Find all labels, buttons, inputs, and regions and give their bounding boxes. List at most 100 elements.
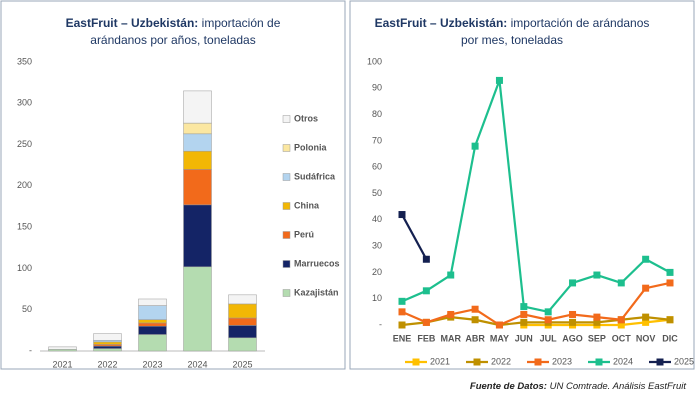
marker [422, 255, 430, 263]
bar-segment [228, 337, 257, 352]
y-tick-label: 40 [372, 214, 382, 224]
marker [642, 255, 650, 263]
y-tick-label: 200 [17, 180, 32, 190]
chart-title: EastFruit – Uzbekistán: importación de a… [375, 16, 650, 30]
y-tick-label: 250 [17, 139, 32, 149]
legend-label: Sudáfrica [294, 171, 336, 181]
legend-label: China [294, 200, 320, 210]
marker [495, 76, 503, 84]
y-tick-label: 80 [372, 109, 382, 119]
x-tick-label: AGO [562, 333, 583, 343]
legend-swatch [282, 289, 291, 297]
marker [447, 310, 455, 318]
legend-label: Polonia [294, 142, 327, 152]
panel [0, 0, 346, 370]
marker [642, 313, 650, 321]
bar-segment [93, 341, 122, 345]
x-tick-label: SEP [588, 333, 606, 343]
y-tick-label: 100 [367, 56, 382, 66]
y-tick-label: 10 [372, 293, 382, 303]
marker [666, 279, 674, 287]
legend-marker [595, 358, 603, 366]
marker [471, 142, 479, 150]
x-tick-label: 2021 [52, 359, 72, 369]
bar-segment [138, 298, 167, 306]
y-tick-label: 100 [17, 263, 32, 273]
line [401, 281, 671, 327]
y-tick-label: 300 [17, 98, 32, 108]
y-tick-label: 50 [372, 188, 382, 198]
marker [422, 318, 430, 326]
legend-swatch [282, 173, 291, 181]
marker [617, 279, 625, 287]
marker [520, 310, 528, 318]
x-tick-label: DIC [662, 333, 678, 343]
bar-segment [183, 90, 212, 124]
marker [520, 318, 528, 326]
chart-title: por mes, toneladas [461, 33, 563, 47]
marker [544, 316, 552, 324]
marker [471, 305, 479, 313]
x-tick-label: ENE [393, 333, 412, 343]
marker [593, 271, 601, 279]
line [401, 214, 428, 260]
x-tick-label: MAY [490, 333, 509, 343]
legend-label: Marruecos [294, 258, 340, 268]
legend-marker [656, 358, 664, 366]
x-tick-label: 2023 [142, 359, 162, 369]
bar-segment [228, 317, 257, 326]
bar-segment [138, 334, 167, 352]
marker [422, 287, 430, 295]
bar-segment [183, 204, 212, 268]
marker [642, 284, 650, 292]
marker [666, 268, 674, 276]
legend-swatch [282, 231, 291, 239]
legend-label: Otros [294, 113, 318, 123]
marker [398, 321, 406, 329]
marker [471, 316, 479, 324]
x-tick-label: OCT [612, 333, 632, 343]
y-tick-label: 60 [372, 162, 382, 172]
x-tick-label: JUN [515, 333, 533, 343]
bar-segment [138, 319, 167, 324]
marker [593, 318, 601, 326]
marker [666, 316, 674, 324]
footer: Fuente de Datos: UN Comtrade. Análisis E… [470, 381, 686, 392]
marker [398, 308, 406, 316]
marker [447, 271, 455, 279]
marker [569, 318, 577, 326]
y-tick-label: - [29, 345, 32, 355]
legend-label: 2025 [674, 356, 694, 366]
marker [495, 321, 503, 329]
x-tick-label: 2025 [232, 359, 252, 369]
marker [617, 321, 625, 329]
y-tick-label: 50 [22, 304, 32, 314]
x-tick-label: FEB [417, 333, 436, 343]
y-tick-label: 90 [372, 83, 382, 93]
marker [569, 310, 577, 318]
legend-marker [473, 358, 481, 366]
bar-segment [138, 322, 167, 327]
marker [569, 279, 577, 287]
y-tick-label: 150 [17, 222, 32, 232]
x-tick-label: 2022 [97, 359, 117, 369]
y-tick-label: 30 [372, 240, 382, 250]
bar-segment [138, 325, 167, 335]
bar-segment [93, 333, 122, 341]
bar-segment [228, 325, 257, 339]
legend-marker [412, 358, 420, 366]
legend-label: 2024 [613, 356, 633, 366]
legend-label: 2023 [552, 356, 572, 366]
y-tick-label: - [379, 319, 382, 329]
marker [617, 316, 625, 324]
y-tick-label: 70 [372, 135, 382, 145]
legend-swatch [282, 202, 291, 210]
x-tick-label: ABR [465, 333, 485, 343]
legend-label: Kazajistán [294, 287, 339, 297]
marker [593, 313, 601, 321]
x-tick-label: NOV [636, 333, 656, 343]
marker [398, 211, 406, 219]
marker [642, 318, 650, 326]
